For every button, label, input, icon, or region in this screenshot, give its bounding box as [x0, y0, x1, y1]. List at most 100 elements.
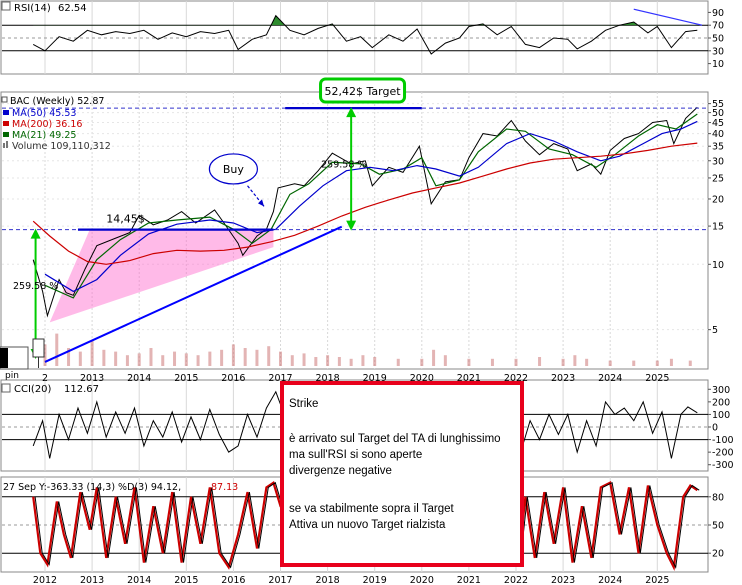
volume-bar	[361, 355, 365, 366]
target-arrow-head-up	[346, 107, 357, 118]
volume-bar	[220, 349, 224, 366]
price-tick-label: 40	[712, 129, 724, 140]
volume-bar	[208, 351, 212, 366]
note-line-6: Attiva un nuovo Target rialzista	[289, 519, 446, 531]
cci-tick-label: -200	[712, 448, 734, 459]
volume-bar	[655, 360, 659, 366]
volume-bar	[125, 355, 129, 366]
legend-volume: Volume 109,110,312	[12, 141, 111, 152]
rsi-label: RSI(14)	[14, 3, 51, 14]
rsi-tick-label: 50	[712, 34, 724, 45]
price-tick-label: 30	[712, 156, 724, 167]
price-tick-label: 55	[712, 99, 724, 110]
bottom-x-tick-label: 2025	[645, 575, 669, 585]
volume-bar	[149, 348, 153, 366]
note-line-2: è arrivato sul Target del TA di lunghiss…	[289, 433, 501, 445]
buy-label: Buy	[223, 163, 245, 176]
price-x-tick-label: 2	[42, 373, 48, 384]
bottom-x-tick-label: 2020	[410, 575, 434, 585]
volume-bar	[326, 355, 330, 366]
price-tick-label: 25	[712, 173, 724, 184]
target-arrow-head-down	[346, 220, 357, 231]
stoch-header: 27 Sep Y:-363.33 (14,3) %D(3) 94.12, 87.…	[3, 482, 238, 493]
buy-arrow-head	[258, 199, 265, 207]
price-tick-label: 50	[712, 108, 724, 119]
volume-bar	[173, 351, 177, 366]
price-tick-label: 20	[712, 194, 724, 205]
price-x-tick-label: 2025	[645, 373, 669, 384]
buy-ellipse	[208, 153, 258, 185]
price-x-tick-label: 2015	[174, 373, 198, 384]
price-x-tick-label: 2024	[598, 373, 622, 384]
volume-bar	[314, 357, 318, 366]
breakout-label: 14,45$	[106, 213, 145, 226]
price-x-tick-label: 2020	[410, 373, 434, 384]
bottom-x-tick-label: 2023	[551, 575, 575, 585]
cci-tick-label: -300	[712, 460, 734, 471]
price-x-tick-label: 2023	[551, 373, 575, 384]
pct-label-right: 259.58 %	[321, 159, 366, 170]
bottom-x-tick-label: 2024	[598, 575, 622, 585]
cci-label: CCI(20)	[14, 384, 52, 395]
cci-tick-label: 100	[712, 410, 730, 421]
volume-bar	[184, 353, 188, 366]
volume-bar	[669, 358, 673, 366]
stoch-tick-label: 50	[712, 521, 724, 532]
stoch-label: 27 Sep Y:-363.33 (14,3) %D(3) 94.12,	[3, 482, 181, 493]
volume-bar	[432, 349, 436, 366]
volume-bar	[78, 351, 82, 366]
pin-control[interactable]: pin	[0, 338, 45, 381]
axes: 9070503010555045403530252015105300200100…	[33, 8, 734, 585]
volume-bar	[279, 351, 282, 366]
price-x-tick-label: 2022	[504, 373, 528, 384]
cci-header: CCI(20) 112.67	[1, 383, 99, 395]
legend-ma200: MA(200) 36.16	[12, 119, 82, 130]
rsi-overbought-fill	[33, 15, 698, 26]
pin-handle-icon[interactable]	[32, 338, 45, 358]
note-line-5: se va stabilmente sopra il Target	[289, 503, 455, 515]
volume-bar	[337, 357, 341, 366]
price-tick-label: 15	[712, 222, 724, 233]
cci-value: 112.67	[64, 384, 99, 395]
stoch-tick-label: 80	[712, 492, 724, 503]
pin-label: pin	[5, 371, 19, 381]
bottom-x-tick-label: 2017	[268, 575, 292, 585]
note-line-3: ma sull'RSI si sono aperte	[289, 449, 422, 461]
cci-tick-label: -100	[712, 435, 734, 446]
price-tick-label: 35	[712, 142, 724, 153]
volume-bar	[349, 358, 353, 366]
series-lines	[32, 14, 700, 571]
volume-bar	[267, 346, 271, 366]
rsi-header: RSI(14) 62.54	[1, 1, 87, 14]
rising-trendline	[44, 225, 343, 363]
cci-tick-label: 0	[712, 423, 718, 434]
volume-bar	[396, 358, 400, 366]
stoch-d-line	[32, 480, 698, 571]
price-x-tick-label: 2013	[80, 373, 104, 384]
price-tick-label: 10	[712, 260, 724, 271]
volume-bar	[467, 358, 471, 366]
volume-bar	[443, 355, 447, 366]
volume-bar	[161, 355, 165, 366]
bottom-x-tick-label: 2015	[174, 575, 198, 585]
volume-bar	[55, 333, 59, 366]
bottom-x-tick-label: 2014	[127, 575, 151, 585]
volume-bar	[573, 355, 577, 366]
volume-bar	[43, 344, 47, 366]
legend-ma50: MA(50) 45.53	[12, 108, 76, 119]
analysis-note: Strike è arrivato sul Target del TA di l…	[280, 381, 524, 567]
note-line-4: divergenze negative	[289, 465, 392, 477]
stoch-k-line	[34, 481, 700, 569]
ma21-line	[44, 113, 698, 299]
ma200-line	[32, 142, 698, 265]
volume-bar	[290, 355, 294, 366]
cci-tick-label: 200	[712, 397, 730, 408]
stoch-value: 87.13	[211, 482, 238, 493]
bottom-x-tick-label: 2016	[221, 575, 245, 585]
volume-bar	[255, 349, 259, 366]
price-x-tick-label: 2014	[127, 373, 151, 384]
bottom-x-tick-label: 2013	[80, 575, 104, 585]
volume-bar	[688, 360, 692, 366]
volume-bar	[420, 358, 424, 366]
